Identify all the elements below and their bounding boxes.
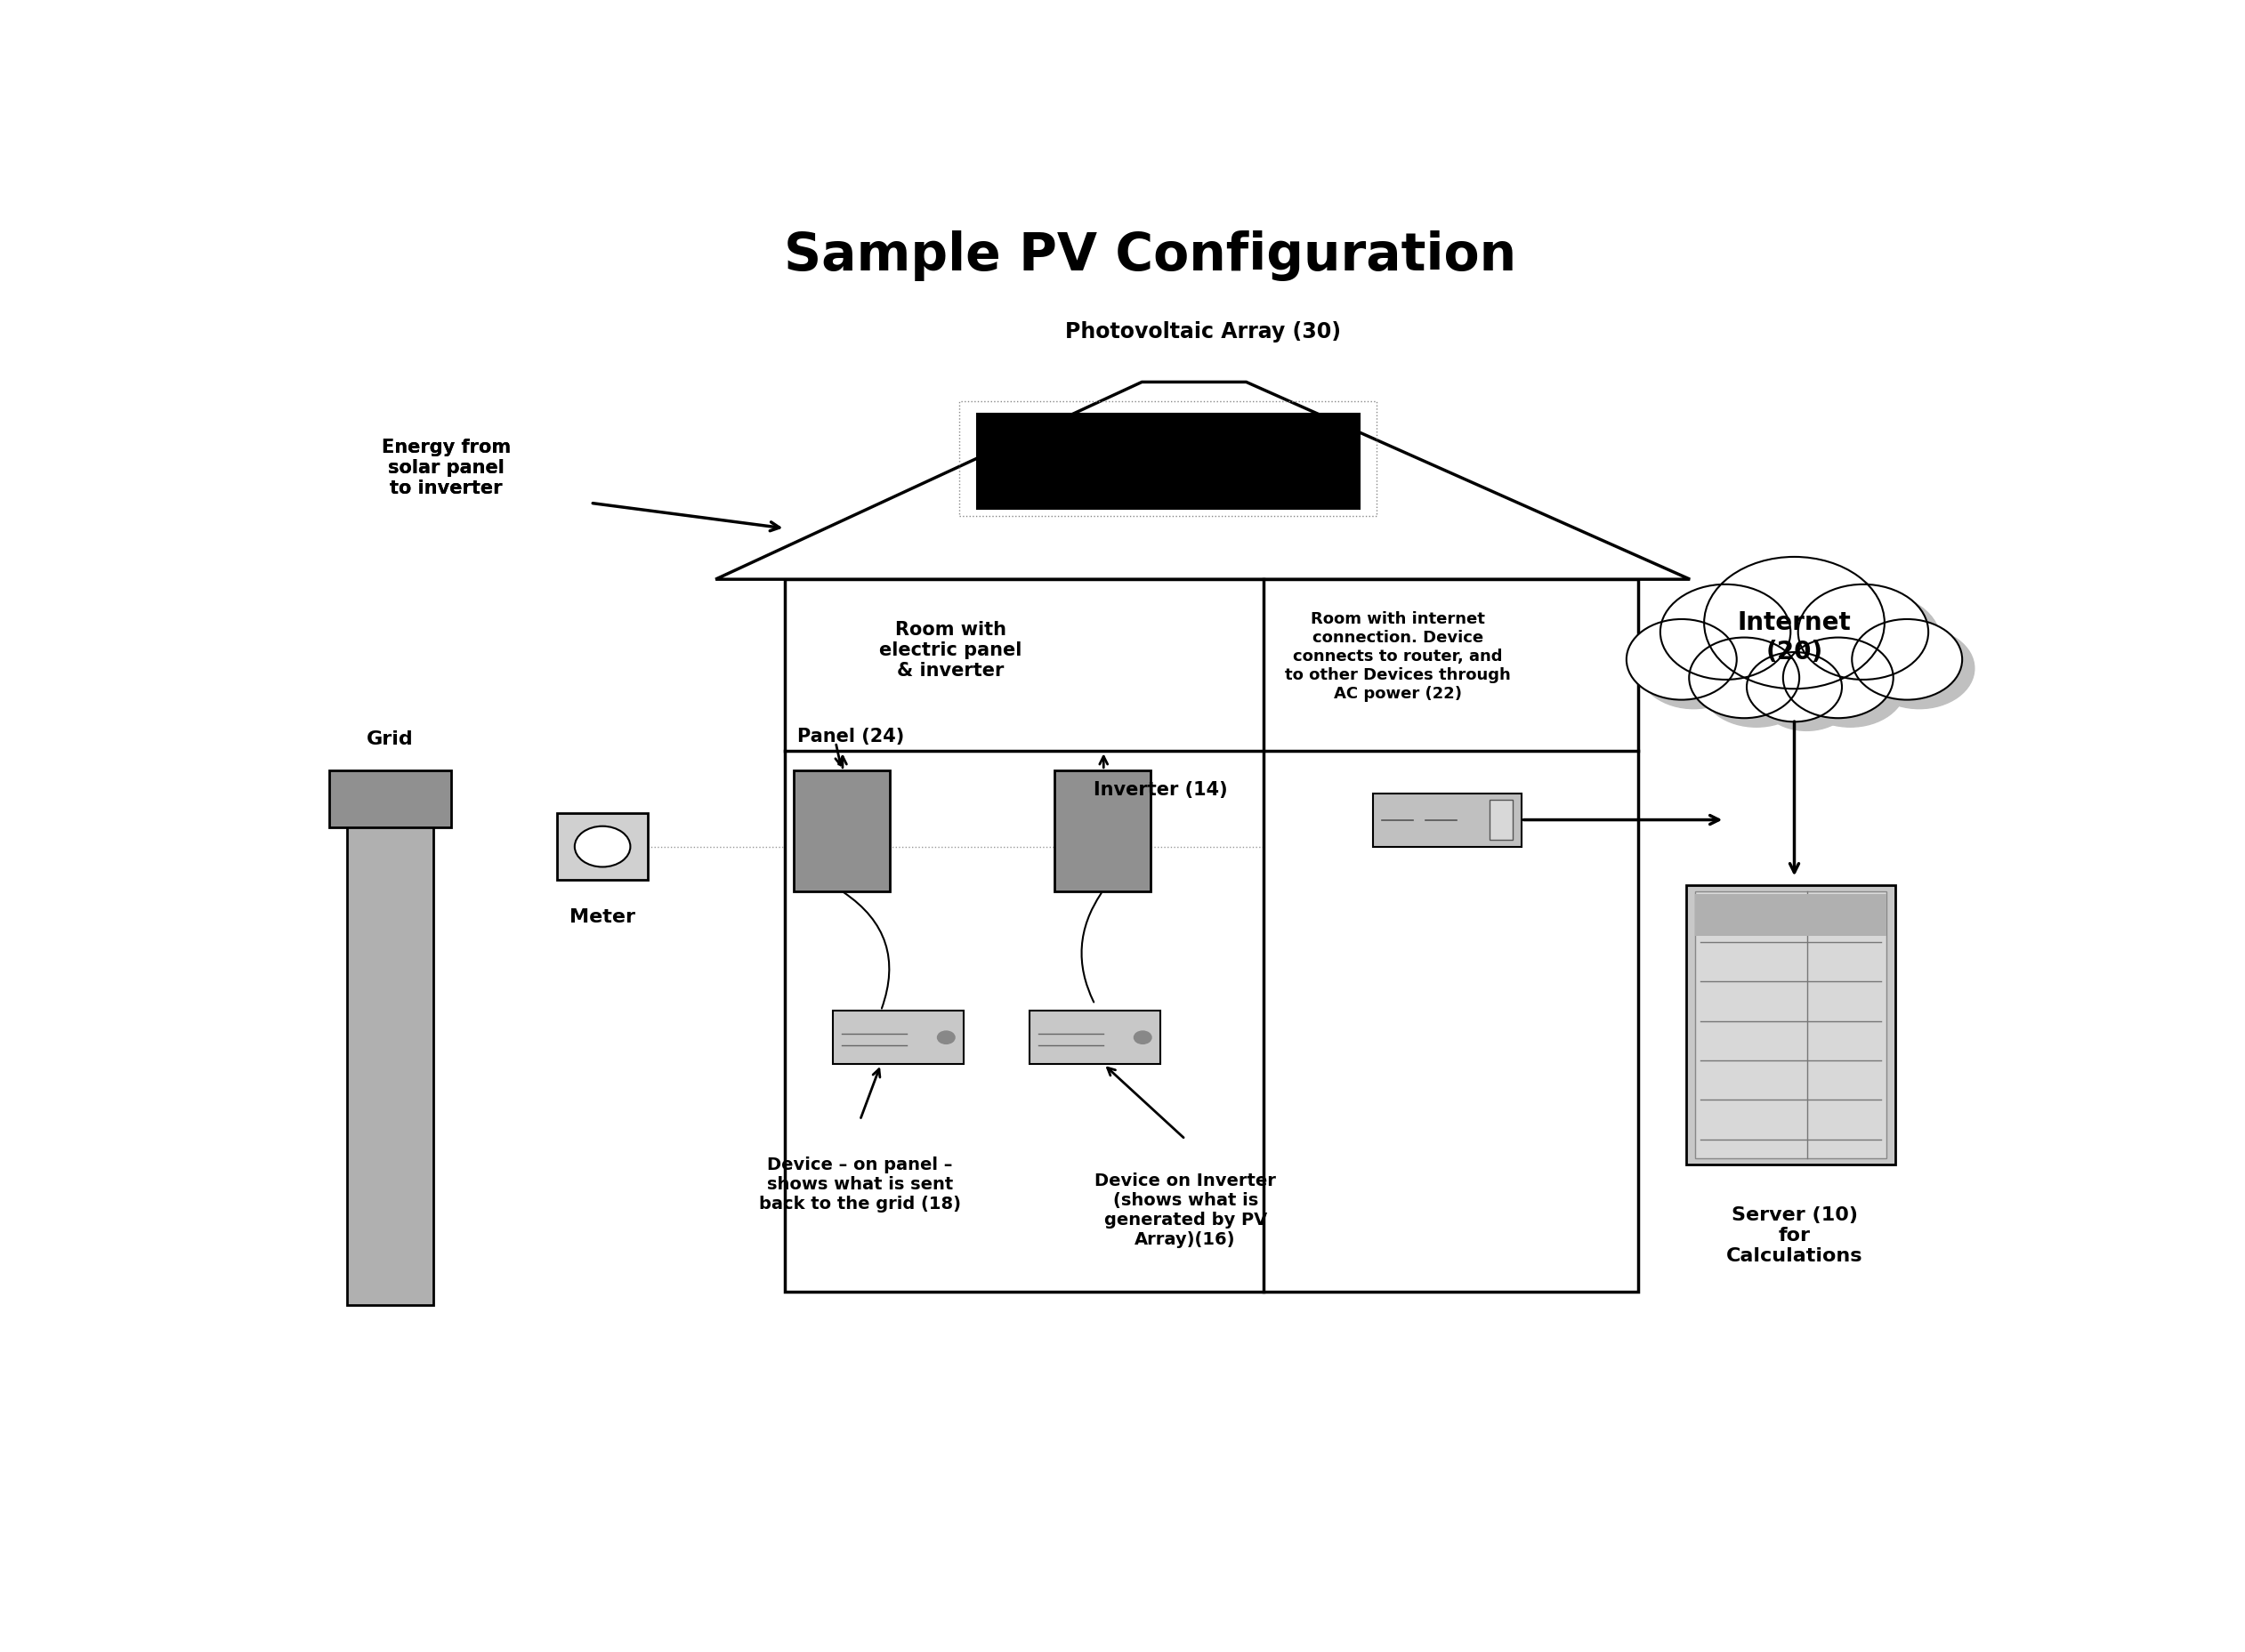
- FancyBboxPatch shape: [1055, 770, 1152, 892]
- Text: Panel (24): Panel (24): [797, 727, 905, 745]
- Text: Sample PV Configuration: Sample PV Configuration: [784, 230, 1518, 281]
- FancyBboxPatch shape: [786, 580, 1639, 1292]
- FancyBboxPatch shape: [1374, 793, 1522, 847]
- FancyBboxPatch shape: [1030, 1011, 1161, 1064]
- Text: Photovoltaic Array (30): Photovoltaic Array (30): [1064, 320, 1340, 342]
- Circle shape: [1673, 593, 1803, 689]
- Text: Server (10)
for
Calculations: Server (10) for Calculations: [1726, 1206, 1863, 1264]
- Text: Inverter (14): Inverter (14): [1093, 781, 1228, 798]
- Circle shape: [1796, 648, 1906, 727]
- Circle shape: [1715, 567, 1897, 699]
- Text: Internet
(20): Internet (20): [1738, 610, 1852, 664]
- Circle shape: [1798, 585, 1928, 681]
- Text: Device on Inverter
(shows what is
generated by PV
Array)(16): Device on Inverter (shows what is genera…: [1096, 1171, 1275, 1247]
- Circle shape: [1625, 620, 1738, 700]
- Bar: [959, 401, 1376, 515]
- FancyBboxPatch shape: [795, 770, 889, 892]
- FancyBboxPatch shape: [1695, 892, 1886, 1158]
- Text: Device – on panel –
shows what is sent
back to the grid (18): Device – on panel – shows what is sent b…: [759, 1156, 961, 1213]
- FancyBboxPatch shape: [833, 1011, 963, 1064]
- Circle shape: [1134, 1031, 1152, 1044]
- FancyBboxPatch shape: [1686, 885, 1895, 1165]
- Circle shape: [1639, 629, 1749, 709]
- Text: Room with internet
connection. Device
connects to router, and
to other Devices t: Room with internet connection. Device co…: [1284, 611, 1511, 700]
- Circle shape: [1661, 585, 1792, 681]
- Circle shape: [1783, 638, 1893, 719]
- Text: Meter: Meter: [570, 909, 635, 925]
- FancyBboxPatch shape: [977, 415, 1360, 510]
- FancyBboxPatch shape: [557, 814, 649, 881]
- FancyBboxPatch shape: [1695, 894, 1886, 937]
- Text: Energy from
solar panel
to inverter: Energy from solar panel to inverter: [382, 438, 510, 497]
- Circle shape: [1863, 629, 1973, 709]
- Text: Energy from
solar panel
to inverter: Energy from solar panel to inverter: [382, 438, 510, 497]
- Circle shape: [1809, 593, 1940, 689]
- FancyBboxPatch shape: [1491, 800, 1513, 841]
- Circle shape: [1688, 638, 1798, 719]
- Text: Room with
electric panel
& inverter: Room with electric panel & inverter: [880, 620, 1021, 679]
- Circle shape: [1758, 661, 1854, 732]
- Circle shape: [938, 1031, 954, 1044]
- FancyBboxPatch shape: [346, 814, 433, 1305]
- Circle shape: [575, 826, 631, 867]
- Circle shape: [1852, 620, 1962, 700]
- Circle shape: [1747, 653, 1841, 722]
- Polygon shape: [716, 383, 1690, 580]
- Circle shape: [1702, 648, 1812, 727]
- Circle shape: [1704, 557, 1884, 689]
- FancyBboxPatch shape: [330, 770, 451, 828]
- Text: Grid: Grid: [366, 730, 413, 748]
